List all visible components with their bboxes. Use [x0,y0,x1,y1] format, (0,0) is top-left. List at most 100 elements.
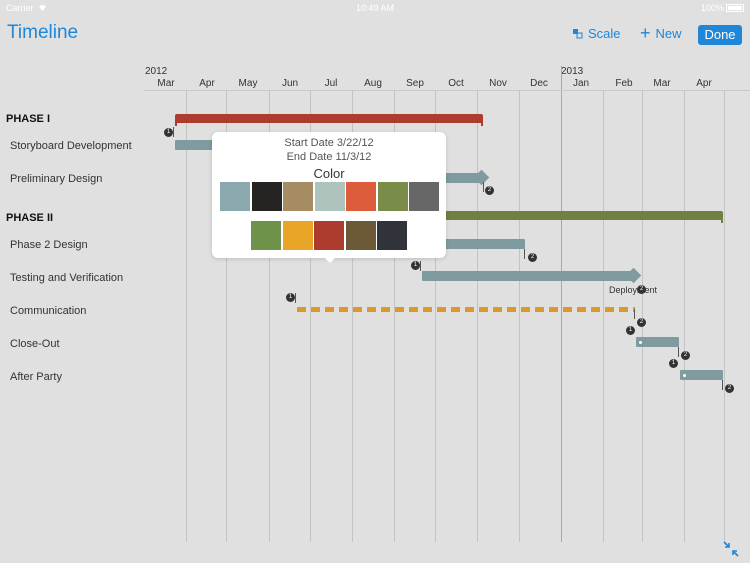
start-tick [295,293,296,303]
start-marker-communication[interactable]: 1 [286,293,295,302]
start-marker-testing[interactable]: 1 [411,261,420,270]
task-bar-afterparty[interactable] [680,370,723,380]
end-marker-communication[interactable]: 2 [637,318,646,327]
end-tick [634,309,635,319]
month-label: Mar [653,78,671,89]
grid-line [186,90,187,542]
task-label-preliminary: Preliminary Design [10,173,103,185]
wifi-icon [39,4,46,11]
start-tick [173,127,174,137]
phase-label-1: PHASE I [6,113,51,125]
phase1-bar[interactable] [175,114,483,126]
task-bar-preliminary[interactable] [440,173,480,183]
carrier-label: Carrier [6,3,34,13]
month-label: Mar [157,78,175,89]
scale-icon [573,28,583,38]
year-label-2012: 2012 [145,66,168,77]
color-swatch[interactable] [251,182,282,211]
end-tick [483,182,484,192]
month-label: Feb [615,78,633,89]
task-label-testing: Testing and Verification [10,272,124,284]
grid-line [603,90,604,542]
color-swatch[interactable] [220,182,250,211]
start-marker-afterparty[interactable]: 1 [669,359,678,368]
color-swatch[interactable] [409,182,439,211]
color-swatch[interactable] [282,221,313,250]
task-label-communication: Communication [10,305,87,317]
task-label-storyboard: Storyboard Development [10,140,132,152]
month-label: Aug [364,78,382,89]
bar-handle [639,341,642,344]
end-marker-closeout[interactable]: 2 [681,351,690,360]
new-label: New [655,26,682,41]
month-label: Sep [406,78,424,89]
grid-line [684,90,685,542]
task-bar-communication[interactable] [297,307,635,312]
end-marker-afterparty[interactable]: 2 [725,384,734,393]
phase-label-2: PHASE II [6,212,54,224]
grid-line [435,90,436,542]
phase2-bar[interactable] [440,211,723,223]
year-label-2013: 2013 [561,66,584,77]
popover-end-date: End Date 11/3/12 [286,151,372,163]
grid-line [394,90,395,542]
grid-line [269,90,270,542]
plus-icon: + [640,23,651,43]
color-swatch[interactable] [377,221,407,250]
end-marker-phase2-design[interactable]: 2 [528,253,537,262]
milestone-label-deployment: Deployment [609,285,658,295]
month-label: May [238,78,258,89]
color-swatch[interactable] [251,221,281,250]
color-swatch[interactable] [345,221,376,250]
month-label: Apr [696,78,712,89]
month-label: Nov [489,78,507,89]
task-bar-closeout[interactable] [636,337,679,347]
battery-percent: 100% [700,3,724,13]
popover-color-label: Color [313,166,345,181]
task-bar-phase2-design[interactable] [440,239,525,249]
task-color-popover: Start Date 3/22/12 End Date 11/3/12 Colo… [212,132,446,263]
color-swatch[interactable] [377,182,408,211]
month-label: Oct [448,78,464,89]
status-bar: Carrier 10:49 AM 100% [0,0,750,16]
grid-line [352,90,353,542]
end-tick [722,380,723,390]
popover-start-date: Start Date 3/22/12 [284,137,374,149]
new-button[interactable]: + New [640,23,682,43]
month-label: Jan [572,78,590,89]
battery-indicator: 100% [701,3,744,13]
status-time: 10:49 AM [355,3,395,13]
grid-line [561,66,562,542]
page-title: Timeline [7,22,79,43]
start-marker-closeout[interactable]: 1 [626,326,635,335]
grid-line [724,90,725,542]
grid-line [519,90,520,542]
grid-line [310,90,311,542]
month-label: Apr [199,78,215,89]
task-bar-testing[interactable] [422,271,634,281]
done-button[interactable]: Done [698,25,742,45]
end-marker-preliminary[interactable]: 2 [485,186,494,195]
end-tick [524,249,525,259]
battery-icon [726,4,744,12]
scale-button[interactable]: Scale [573,26,621,41]
color-swatch[interactable] [314,221,344,250]
end-tick [678,347,679,357]
bar-handle [683,374,686,377]
task-label-closeout: Close-Out [10,338,60,350]
scale-label: Scale [588,26,621,41]
start-tick [420,261,421,271]
month-label: Jun [281,78,299,89]
task-bar-storyboard[interactable] [175,140,215,150]
month-label: Jul [324,78,338,89]
color-swatch[interactable] [283,182,313,211]
start-marker-storyboard[interactable]: 1 [164,128,173,137]
collapse-arrows-icon[interactable] [723,541,739,557]
header-divider [144,90,750,91]
color-swatch[interactable] [314,182,345,211]
color-swatch[interactable] [346,182,376,211]
grid-line [226,90,227,542]
task-label-afterparty: After Party [10,371,62,383]
grid-line [477,90,478,542]
end-marker-testing[interactable]: 2 [637,285,646,294]
